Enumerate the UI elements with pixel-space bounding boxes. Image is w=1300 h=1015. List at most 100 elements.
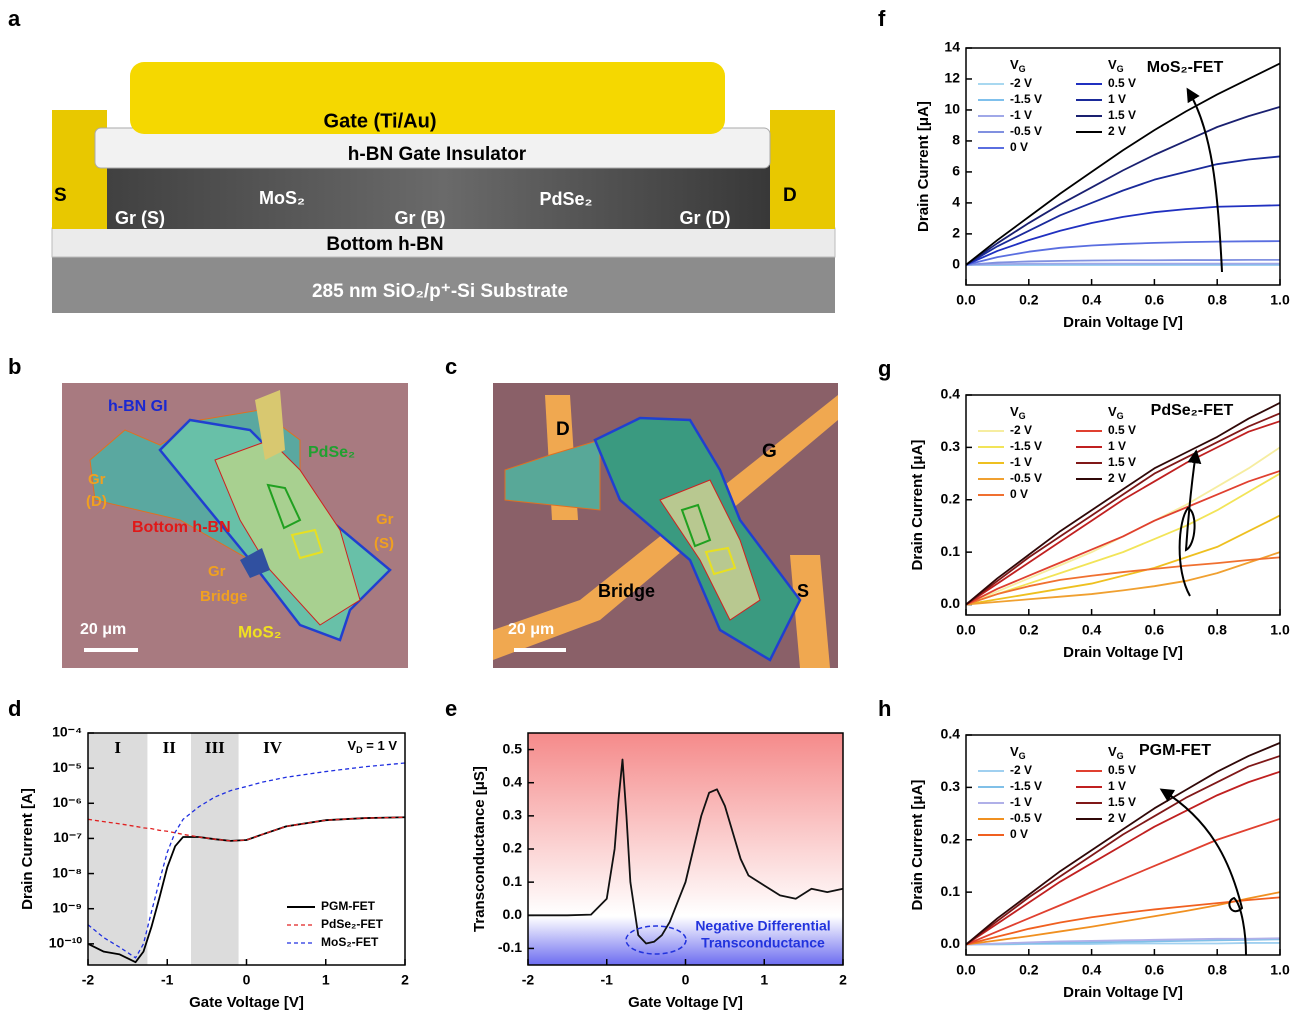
annotation-part: V xyxy=(348,738,357,753)
legend-title-sub: G xyxy=(1019,411,1026,421)
y-tick-label: 10 xyxy=(944,101,960,117)
y-tick-label: 0 xyxy=(952,256,960,272)
charts: dI II III IV-2 -1 0 1 210⁻¹⁰10⁻⁹10⁻⁸10⁻⁷10⁻⁶10⁻… xyxy=(8,6,1290,1011)
legend-label: MoS₂-FET xyxy=(321,935,379,949)
annotation-part: PGM-FET xyxy=(1139,742,1211,759)
legend-label: -1.5 V xyxy=(1010,439,1042,453)
legend-label: 0 V xyxy=(1010,827,1028,841)
x-tick-label: 1.0 xyxy=(1270,622,1290,638)
x-tick-label: 0.2 xyxy=(1019,622,1039,638)
label: 285 nm SiO₂/p⁺-Si Substrate xyxy=(312,281,568,302)
annotation-part: D xyxy=(356,745,363,755)
legend-label: 1.5 V xyxy=(1108,795,1136,809)
label: MoS₂ xyxy=(238,622,281,641)
y-tick-label: 10⁻⁴ xyxy=(52,724,82,740)
y-tick-label: -0.1 xyxy=(498,939,522,955)
label: G xyxy=(762,441,777,462)
legend-title-sub: G xyxy=(1019,751,1026,761)
panel-label: g xyxy=(878,356,891,381)
legend-label: -1 V xyxy=(1010,795,1032,809)
annotation: PGM-FET xyxy=(1139,742,1211,759)
label: PdSe₂ xyxy=(539,189,592,209)
plot-frame xyxy=(965,394,1281,616)
x-tick-label: 0.0 xyxy=(956,292,976,308)
label: Gr (D) xyxy=(680,208,731,228)
legend-title-main: V xyxy=(1108,404,1117,419)
panel-label: b xyxy=(8,354,21,379)
panel-label: f xyxy=(878,6,886,31)
data-line xyxy=(965,105,1281,266)
legend-label: 1 V xyxy=(1108,779,1126,793)
y-tick-label: 10⁻¹⁰ xyxy=(49,935,83,951)
micrograph: h-BN GI PdSe₂ Gr (D) Bottom h-BN Gr (S) … xyxy=(62,383,408,668)
y-tick-label: 10⁻⁹ xyxy=(52,899,82,915)
data-line xyxy=(965,472,1281,606)
label: Gate (Ti/Au) xyxy=(324,110,437,132)
label: Bridge xyxy=(200,588,248,605)
legend-label: 0.5 V xyxy=(1108,423,1136,437)
y-tick-label: 0.0 xyxy=(503,906,523,922)
legend-title: VG xyxy=(1010,57,1026,74)
data-line xyxy=(965,240,1281,266)
label: Bottom h-BN xyxy=(326,234,443,255)
scale-label: 20 μm xyxy=(508,621,554,638)
x-tick-label: 0.6 xyxy=(1145,622,1165,638)
legend-title: VG xyxy=(1010,744,1026,761)
region-label: I xyxy=(114,738,121,757)
scale-label: 20 μm xyxy=(80,621,126,638)
y-axis-title: Drain Current [A] xyxy=(19,788,36,910)
legend-label: PdSe₂-FET xyxy=(321,917,384,931)
y-tick-label: 14 xyxy=(944,39,960,55)
x-tick-label: 1.0 xyxy=(1270,962,1290,978)
label: S xyxy=(54,185,67,206)
y-tick-label: 0.2 xyxy=(941,490,961,506)
legend-label: 1.5 V xyxy=(1108,455,1136,469)
y-tick-label: 0.3 xyxy=(941,778,961,794)
annotation: Negative Differential xyxy=(695,918,830,934)
x-tick-label: 0.8 xyxy=(1207,962,1227,978)
panel-label: a xyxy=(8,6,21,31)
legend-label: -0.5 V xyxy=(1010,471,1042,485)
label: Gr xyxy=(88,471,106,488)
y-tick-label: 0.3 xyxy=(941,438,961,454)
data-line xyxy=(965,896,1281,946)
y-tick-label: 10⁻⁶ xyxy=(53,794,82,810)
x-tick-label: 0.0 xyxy=(956,962,976,978)
x-tick-label: 1 xyxy=(322,972,330,988)
legend-title: VG xyxy=(1108,744,1124,761)
y-tick-label: 10⁻⁵ xyxy=(52,759,82,775)
x-tick-label: 0.4 xyxy=(1082,622,1102,638)
y-tick-label: 0.0 xyxy=(941,595,961,611)
legend-label: -1 V xyxy=(1010,455,1032,469)
x-tick-label: 0.6 xyxy=(1145,962,1165,978)
legend-label: 1 V xyxy=(1108,92,1126,106)
y-tick-label: 10⁻⁷ xyxy=(53,829,82,845)
x-axis-title: Drain Voltage [V] xyxy=(1063,314,1183,331)
label: D xyxy=(783,185,797,206)
panel-label: d xyxy=(8,696,21,721)
y-tick-label: 0.1 xyxy=(503,873,523,889)
data-line xyxy=(965,155,1281,266)
legend-label: -2 V xyxy=(1010,423,1032,437)
label: Gr xyxy=(376,511,394,528)
legend-label: 2 V xyxy=(1108,811,1126,825)
annotation: Transconductance xyxy=(701,935,825,951)
legend-title-main: V xyxy=(1108,57,1117,72)
legend-label: -1 V xyxy=(1010,108,1032,122)
y-tick-label: 12 xyxy=(944,70,960,86)
legend-label: PGM-FET xyxy=(321,899,376,913)
legend-title: VG xyxy=(1010,404,1026,421)
x-axis-title: Drain Voltage [V] xyxy=(1063,984,1183,1001)
x-tick-label: 1.0 xyxy=(1270,292,1290,308)
region xyxy=(88,733,148,965)
label: Gr (S) xyxy=(115,208,165,228)
legend-label: 1.5 V xyxy=(1108,108,1136,122)
label: D xyxy=(556,419,570,440)
data-line xyxy=(528,758,844,945)
data-line xyxy=(965,259,1280,266)
y-tick-label: 0.4 xyxy=(941,386,961,402)
legend-title-main: V xyxy=(1010,404,1019,419)
y-tick-label: 0.1 xyxy=(941,883,961,899)
legend-title-main: V xyxy=(1010,57,1019,72)
